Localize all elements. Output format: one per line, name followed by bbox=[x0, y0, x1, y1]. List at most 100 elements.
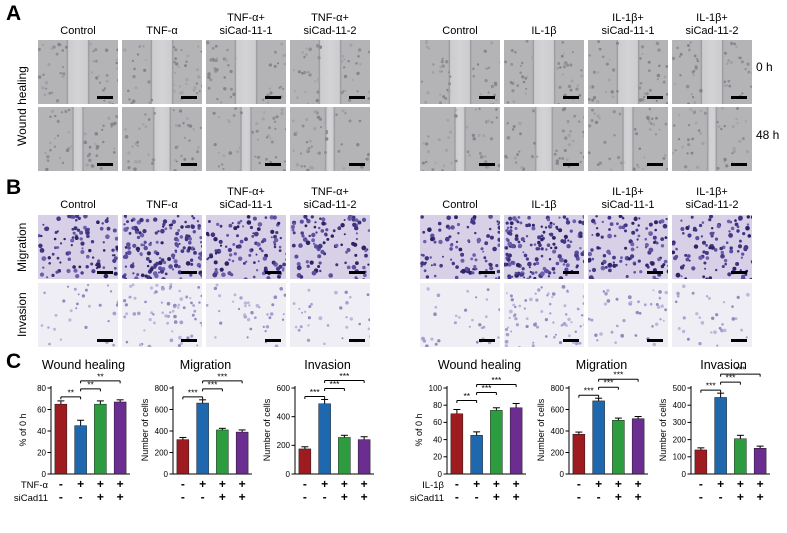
axis-sign: + bbox=[117, 490, 124, 504]
wound-healing-image bbox=[206, 40, 286, 104]
sig-label: *** bbox=[310, 387, 321, 397]
column-header-b: Control bbox=[38, 178, 118, 212]
axis-sign: + bbox=[473, 477, 480, 491]
axis-sign: + bbox=[341, 477, 348, 491]
wound-healing-image bbox=[122, 40, 202, 104]
y-tick-label: 400 bbox=[155, 427, 169, 436]
axis-sign: + bbox=[97, 477, 104, 491]
migration-image bbox=[290, 215, 370, 279]
y-axis-label: Number of cells bbox=[658, 398, 668, 461]
axis-sign: + bbox=[97, 490, 104, 504]
wound-healing-image bbox=[420, 40, 500, 104]
axis-sign: + bbox=[117, 477, 124, 491]
scale-bar bbox=[563, 163, 579, 166]
axis-sign: - bbox=[59, 477, 63, 491]
bar bbox=[338, 437, 351, 475]
column-header-label: TNF-α+ siCad-11-1 bbox=[219, 11, 273, 37]
bar bbox=[490, 410, 503, 475]
axis-sign: + bbox=[513, 477, 520, 491]
axis-sign: + bbox=[219, 477, 226, 491]
y-tick-label: 0 bbox=[438, 470, 443, 479]
bar bbox=[318, 403, 331, 475]
bar bbox=[753, 447, 767, 475]
time-label-0h: 0 h bbox=[756, 60, 773, 74]
axis-sign: - bbox=[201, 490, 205, 504]
invasion-image bbox=[420, 283, 500, 347]
y-tick-label: 20 bbox=[37, 448, 46, 457]
bar bbox=[592, 400, 605, 475]
scale-bar bbox=[97, 96, 113, 99]
wound-healing-image bbox=[122, 107, 202, 171]
y-tick-label: 800 bbox=[551, 384, 565, 393]
bar bbox=[196, 402, 209, 475]
axis-sign: - bbox=[181, 490, 185, 504]
bar bbox=[74, 425, 87, 475]
y-axis-label: % of 0 h bbox=[18, 413, 28, 446]
column-header-b: IL-1β+ siCad-11-2 bbox=[672, 178, 752, 212]
scale-bar bbox=[731, 271, 747, 274]
bar bbox=[509, 407, 523, 475]
axis-sign: - bbox=[475, 490, 479, 504]
column-header-a: IL-1β+ siCad-11-2 bbox=[672, 4, 752, 38]
y-tick-label: 400 bbox=[277, 412, 291, 421]
bar bbox=[216, 429, 229, 475]
scale-bar bbox=[181, 96, 197, 99]
panel-b-letter: B bbox=[6, 176, 22, 199]
panel-a-letter: A bbox=[6, 2, 22, 25]
scale-bar bbox=[647, 339, 663, 342]
y-tick-label: 40 bbox=[37, 427, 46, 436]
invasion-image bbox=[504, 283, 584, 347]
y-tick-label: 60 bbox=[37, 405, 46, 414]
chart-title: Wound healing bbox=[41, 358, 126, 372]
axis-sign: + bbox=[341, 490, 348, 504]
migration-image bbox=[588, 215, 668, 279]
wound-healing-image bbox=[504, 107, 584, 171]
column-header-label: Control bbox=[442, 24, 478, 37]
column-header-label: TNF-α bbox=[146, 24, 178, 37]
scale-bar bbox=[563, 96, 579, 99]
scale-bar bbox=[479, 163, 495, 166]
sig-label: ** bbox=[67, 387, 74, 397]
y-axis-label: Number of cells bbox=[262, 398, 272, 461]
sig-label: *** bbox=[726, 373, 737, 383]
axis-sign: + bbox=[239, 490, 246, 504]
invasion-image bbox=[290, 283, 370, 347]
scale-bar bbox=[97, 271, 113, 274]
invasion-image bbox=[588, 283, 668, 347]
wound-healing-image bbox=[672, 40, 752, 104]
column-header-a: TNF-α+ siCad-11-1 bbox=[206, 4, 286, 38]
scale-bar bbox=[349, 271, 365, 274]
bar bbox=[298, 448, 312, 475]
column-header-label: Control bbox=[442, 198, 478, 211]
chart-title: Migration bbox=[575, 358, 628, 372]
scale-bar bbox=[265, 271, 281, 274]
column-header-b: IL-1β bbox=[504, 178, 584, 212]
y-tick-label: 40 bbox=[433, 435, 442, 444]
axis-sign: - bbox=[719, 490, 723, 504]
scale-bar bbox=[181, 339, 197, 342]
chart-title: Invasion bbox=[700, 358, 747, 372]
bar bbox=[450, 413, 464, 475]
sig-label: *** bbox=[330, 379, 341, 389]
axis-sign: - bbox=[455, 490, 459, 504]
column-header-b: TNF-α+ siCad-11-2 bbox=[290, 178, 370, 212]
y-tick-label: 400 bbox=[551, 427, 565, 436]
chart-wound-healing-right: Wound healing 0 20 40 60 80 100% of 0 h ** *** **… bbox=[410, 358, 529, 514]
migration-image bbox=[504, 215, 584, 279]
column-header-a: TNF-α+ siCad-11-2 bbox=[290, 4, 370, 38]
y-tick-label: 200 bbox=[551, 448, 565, 457]
axis-row-label: IL-1β bbox=[422, 480, 444, 491]
sig-label: *** bbox=[217, 371, 228, 381]
scale-bar bbox=[97, 163, 113, 166]
invasion-image bbox=[38, 283, 118, 347]
y-tick-label: 100 bbox=[429, 384, 443, 393]
axis-sign: + bbox=[361, 477, 368, 491]
wound-healing-row-label: Wound healing bbox=[15, 66, 29, 146]
scale-bar bbox=[97, 339, 113, 342]
scale-bar bbox=[731, 339, 747, 342]
column-header-a: Control bbox=[38, 4, 118, 38]
y-tick-label: 600 bbox=[277, 384, 291, 393]
bar bbox=[714, 397, 727, 475]
wound-healing-image bbox=[588, 107, 668, 171]
